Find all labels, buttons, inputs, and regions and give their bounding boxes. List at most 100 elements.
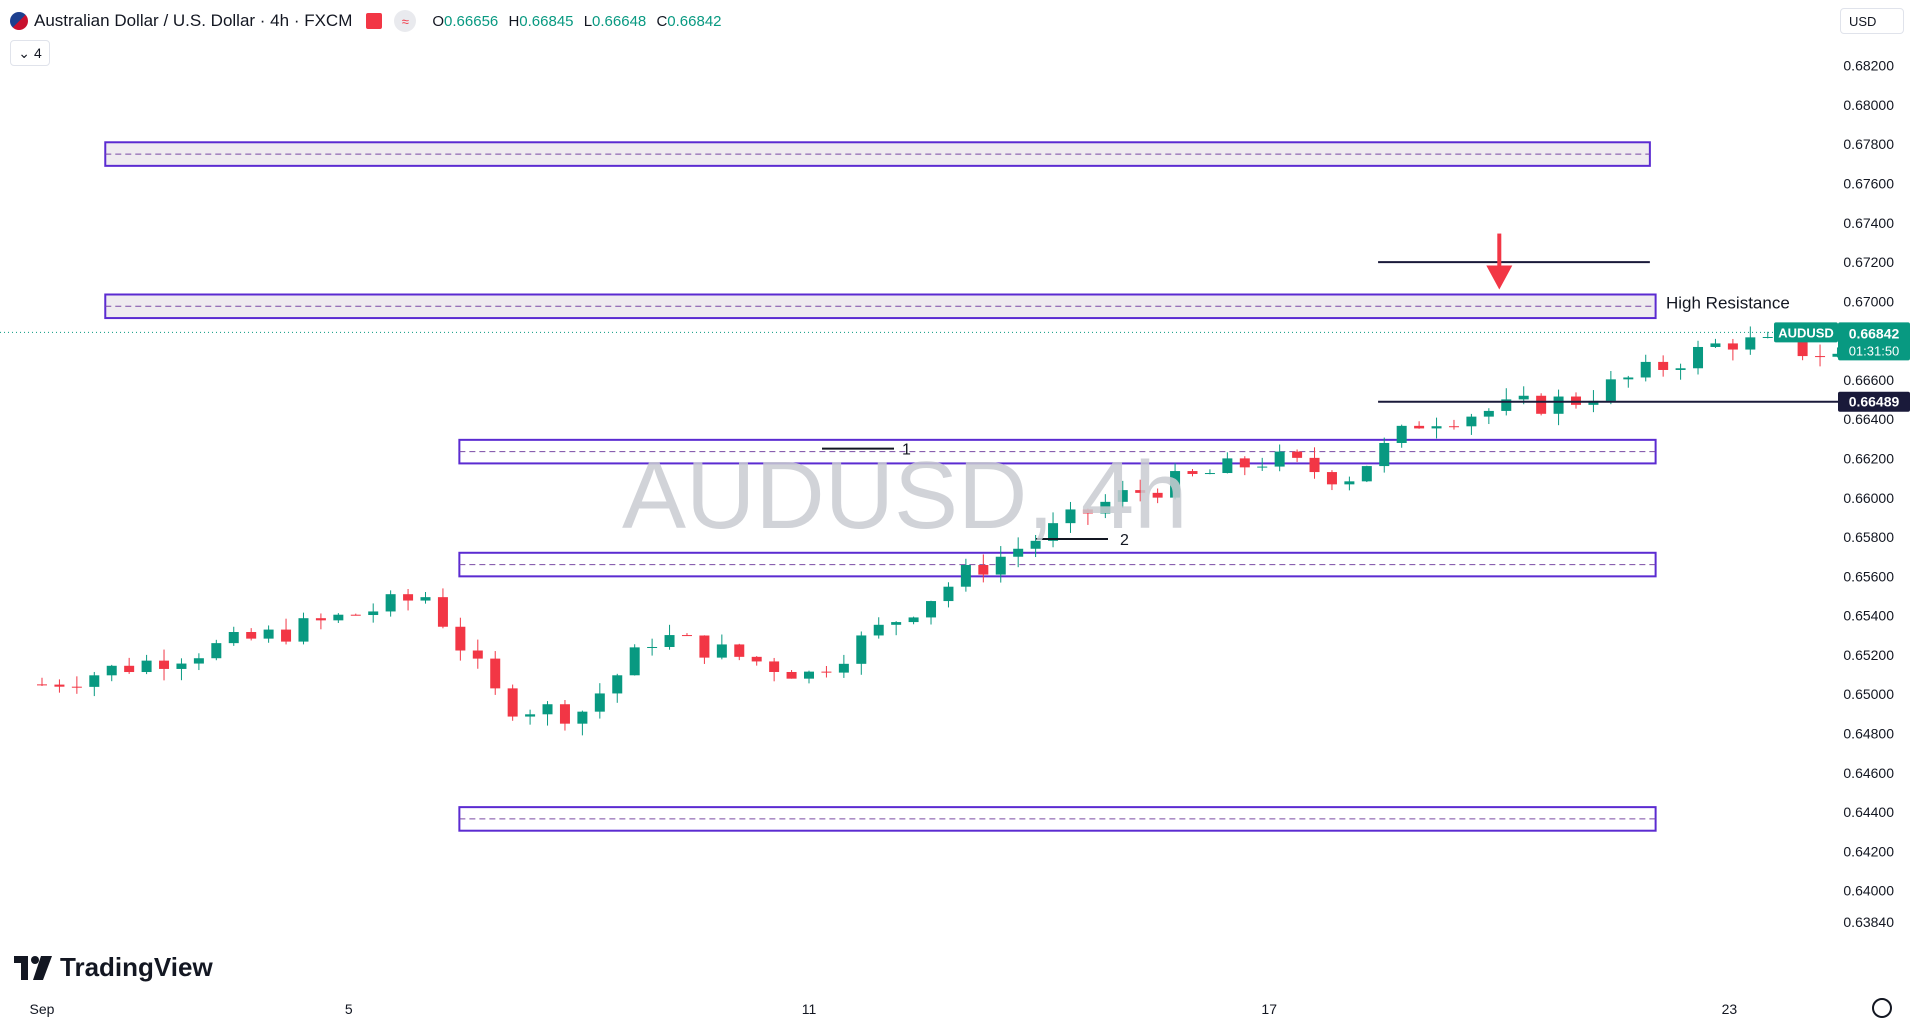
candle-body[interactable] (734, 644, 745, 657)
candle-body[interactable] (71, 686, 82, 688)
candle-body[interactable] (1292, 451, 1303, 458)
candle-body[interactable] (333, 614, 344, 621)
candle-body[interactable] (1815, 356, 1826, 358)
candle-body[interactable] (228, 632, 239, 644)
candle-body[interactable] (1396, 425, 1407, 443)
candle-body[interactable] (455, 626, 466, 651)
candle-body[interactable] (1623, 377, 1634, 380)
candle-body[interactable] (1605, 379, 1616, 401)
candle-body[interactable] (420, 597, 431, 601)
candle-body[interactable] (1518, 395, 1529, 400)
candle-body[interactable] (350, 614, 361, 616)
candle-body[interactable] (873, 624, 884, 636)
candle-body[interactable] (838, 663, 849, 673)
candle-body[interactable] (926, 601, 937, 618)
candle-body[interactable] (1326, 472, 1337, 485)
candle-body[interactable] (141, 660, 152, 673)
candle-body[interactable] (1222, 458, 1233, 474)
candle-body[interactable] (89, 675, 100, 687)
candle-body[interactable] (542, 704, 553, 715)
candle-body[interactable] (664, 635, 675, 647)
candle-body[interactable] (559, 704, 570, 724)
candle-body[interactable] (472, 650, 483, 659)
last-price-badge[interactable] (1838, 322, 1910, 361)
candle-body[interactable] (751, 656, 762, 662)
candle-body[interactable] (1100, 501, 1111, 514)
candle-body[interactable] (1745, 337, 1756, 350)
candle-body[interactable] (1536, 395, 1547, 414)
candle-body[interactable] (1727, 343, 1738, 350)
candle-body[interactable] (525, 714, 536, 717)
symbol-badge[interactable] (1774, 322, 1838, 343)
candle-body[interactable] (37, 684, 47, 686)
candle-body[interactable] (1170, 471, 1181, 498)
currency-selector[interactable]: USD (1840, 8, 1904, 34)
zone-box[interactable] (458, 806, 1657, 832)
candle-body[interactable] (629, 647, 640, 676)
candle-body[interactable] (315, 618, 326, 621)
candle-body[interactable] (1640, 361, 1651, 378)
candle-body[interactable] (960, 564, 971, 587)
candle-body[interactable] (1257, 466, 1268, 468)
candle-body[interactable] (908, 617, 919, 623)
candle-body[interactable] (368, 611, 379, 616)
candle-body[interactable] (1239, 458, 1250, 468)
candle-body[interactable] (507, 688, 518, 717)
market-status-icon[interactable] (366, 13, 383, 29)
candle-body[interactable] (1379, 442, 1390, 467)
candle-body[interactable] (298, 618, 309, 642)
candle-body[interactable] (943, 586, 954, 602)
candle-body[interactable] (403, 594, 414, 601)
candle-body[interactable] (1571, 396, 1581, 405)
symbol-title[interactable]: Australian Dollar / U.S. Dollar · 4h · F… (34, 11, 353, 30)
candle-body[interactable] (978, 564, 989, 575)
candle-body[interactable] (1082, 509, 1093, 514)
candle-body[interactable] (1361, 466, 1372, 482)
candle-body[interactable] (647, 646, 658, 648)
settings-gear-icon[interactable] (1872, 998, 1892, 1018)
zone-box[interactable] (458, 551, 1657, 578)
candle-body[interactable] (995, 556, 1006, 575)
candle-body[interactable] (1501, 399, 1512, 411)
candle-body[interactable] (106, 665, 117, 676)
indicators-toggle-button[interactable]: ⌄ 4 (10, 40, 50, 66)
candle-body[interactable] (1693, 346, 1704, 369)
candle-body[interactable] (490, 658, 501, 689)
candle-body[interactable] (1187, 471, 1198, 474)
candle-body[interactable] (1309, 457, 1320, 473)
candle-body[interactable] (1483, 410, 1494, 417)
candle-body[interactable] (716, 644, 727, 658)
candle-body[interactable] (699, 635, 710, 658)
candle-body[interactable] (281, 629, 292, 642)
candle-body[interactable] (1466, 416, 1477, 427)
tradingview-logo[interactable]: TradingView (14, 952, 213, 983)
candle-body[interactable] (804, 671, 814, 679)
level-price-badge[interactable] (1838, 391, 1910, 412)
candle-body[interactable] (1065, 509, 1076, 524)
candle-body[interactable] (1588, 400, 1599, 405)
candle-body[interactable] (193, 658, 204, 664)
candle-body[interactable] (246, 632, 257, 639)
candle-body[interactable] (1344, 481, 1355, 485)
candle-body[interactable] (1832, 353, 1843, 357)
candle-body[interactable] (1658, 361, 1669, 370)
candle-body[interactable] (1274, 451, 1285, 467)
candle-body[interactable] (1762, 336, 1773, 338)
candle-body[interactable] (1797, 338, 1808, 357)
candle-body[interactable] (1675, 368, 1686, 370)
candle-body[interactable] (769, 661, 780, 672)
indicator-wave-icon[interactable]: ≈ (394, 10, 417, 32)
candle-body[interactable] (263, 629, 274, 639)
candle-body[interactable] (856, 635, 867, 664)
candle-body[interactable] (1204, 473, 1215, 475)
candle-body[interactable] (1117, 490, 1128, 502)
candle-body[interactable] (54, 684, 65, 687)
candle-body[interactable] (124, 665, 135, 673)
candle-body[interactable] (437, 597, 448, 627)
candle-body[interactable] (577, 711, 588, 724)
candle-body[interactable] (1152, 492, 1163, 498)
candle-body[interactable] (786, 671, 797, 679)
candle-body[interactable] (594, 693, 605, 712)
candle-body[interactable] (681, 635, 692, 637)
